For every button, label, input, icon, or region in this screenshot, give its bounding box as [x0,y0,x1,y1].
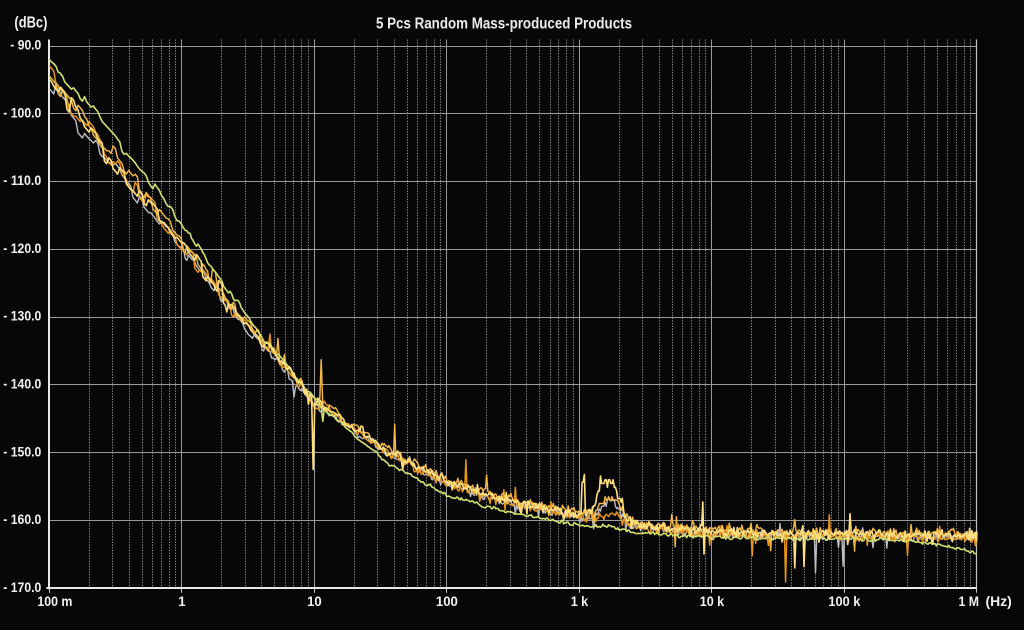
svg-text:5 Pcs Random Mass-produced Pro: 5 Pcs Random Mass-produced Products [376,15,632,32]
svg-text:- 110.0: - 110.0 [3,172,41,188]
svg-text:10: 10 [307,593,322,609]
svg-text:1 M: 1 M [959,593,980,609]
svg-text:- 100.0: - 100.0 [3,104,41,120]
svg-text:- 120.0: - 120.0 [3,240,41,256]
svg-text:100 m: 100 m [37,593,72,609]
svg-text:100: 100 [436,593,458,609]
svg-text:- 150.0: - 150.0 [3,443,41,459]
svg-text:100 k: 100 k [828,593,860,609]
svg-text:1: 1 [178,593,185,609]
svg-text:(dBc): (dBc) [14,15,47,32]
svg-text:- 160.0: - 160.0 [3,511,41,527]
svg-text:10 k: 10 k [700,593,725,609]
svg-text:(Hz): (Hz) [986,593,1012,609]
svg-text:- 170.0: - 170.0 [3,579,41,595]
svg-text:- 130.0: - 130.0 [3,308,41,324]
svg-text:1 k: 1 k [571,593,589,609]
svg-text:- 90.0: - 90.0 [10,37,41,53]
svg-text:- 140.0: - 140.0 [3,376,41,392]
